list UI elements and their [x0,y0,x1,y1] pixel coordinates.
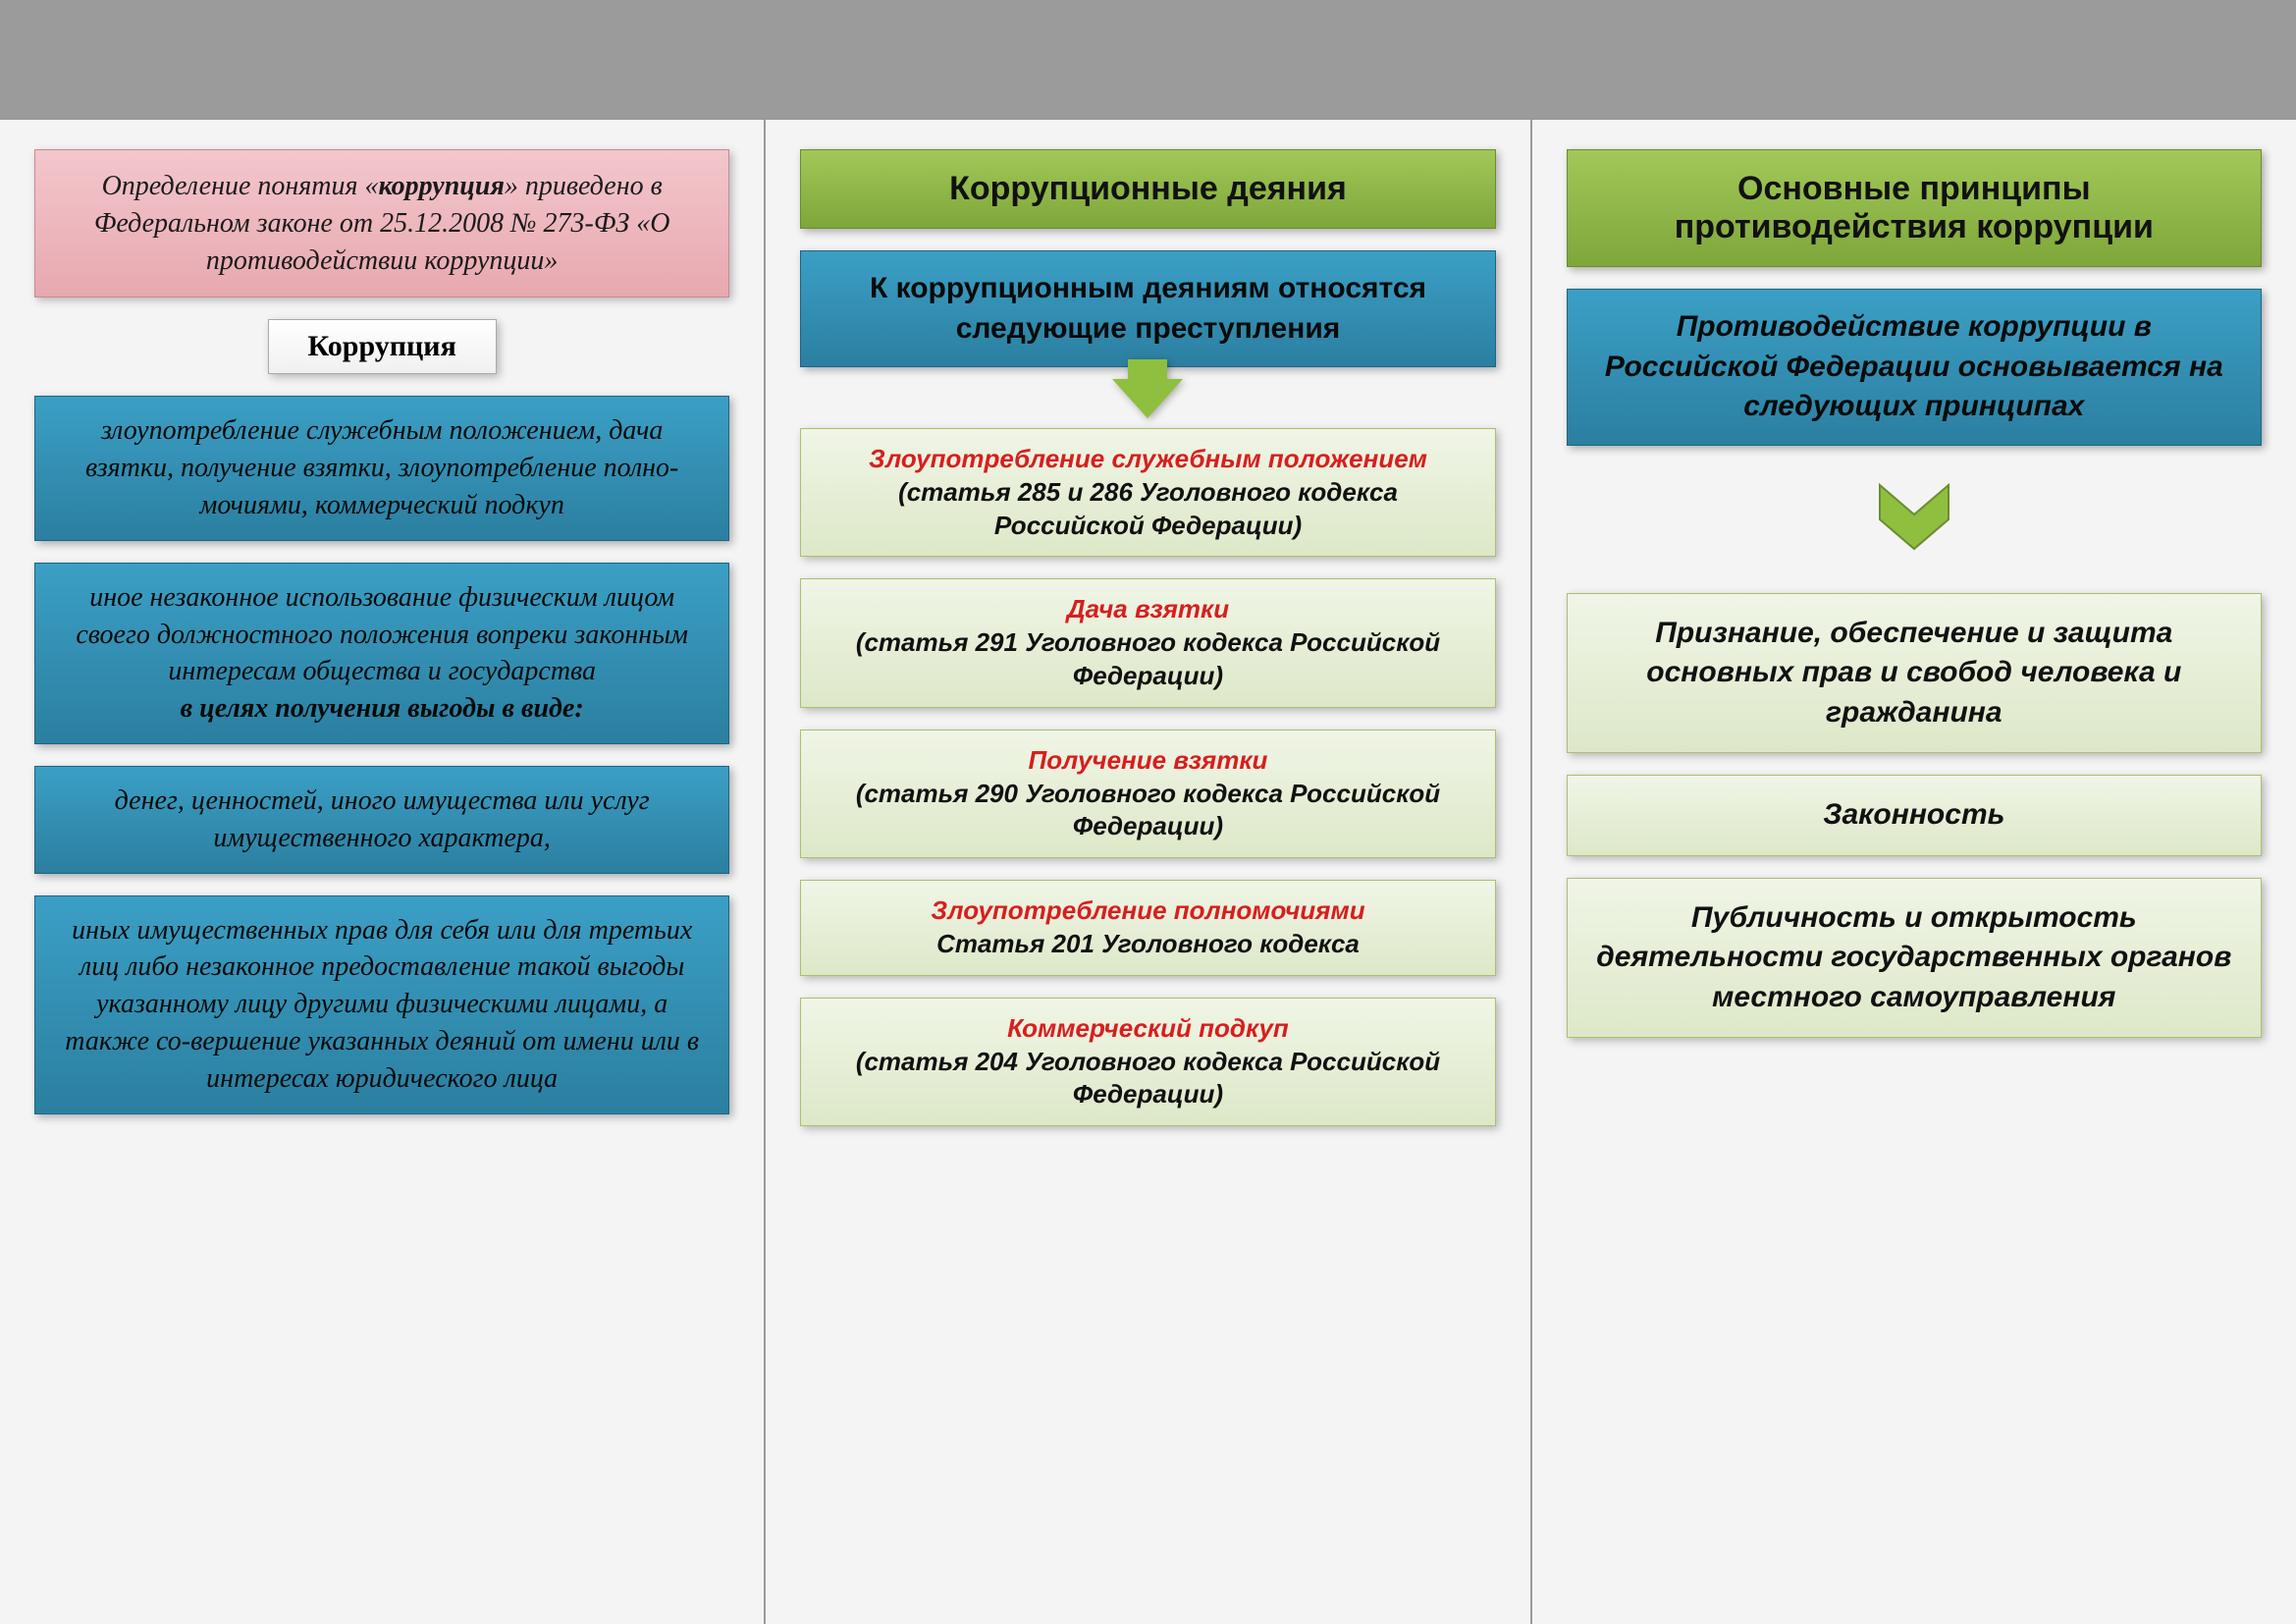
page: Определение понятия «коррупция» приведен… [0,118,2296,1624]
crime-item-3: Злоупотребление полномочиями Статья 201 … [800,880,1495,976]
crime-sub-1: (статья 291 Уголовного кодекса Российско… [856,627,1440,690]
crime-sub-3: Статья 201 Уголовного кодекса [936,929,1360,958]
col2-intro: К коррупционным деяниям относятся следую… [800,250,1495,367]
column-2: Коррупционные деяния К коррупционным дея… [766,120,1531,1624]
crime-title-0: Злоупотребление служебным положением [821,443,1474,476]
definition-box-2: иное незаконное использование физическим… [34,563,729,744]
definition-box-4: иных имущественных прав для себя или для… [34,895,729,1114]
intro-definition-box: Определение понятия «коррупция» приведен… [34,149,729,298]
crime-title-3: Злоупотребление полномочиями [821,894,1474,928]
definition-box-3: денег, ценностей, иного имущества или ус… [34,766,729,874]
crime-item-4: Коммерческий подкуп (статья 204 Уголовно… [800,998,1495,1126]
intro-pre: Определение понятия « [102,171,379,201]
principle-2: Публичность и открытость деятельности го… [1567,878,2262,1039]
definition-box-2a: иное незаконное использование физическим… [76,582,688,687]
crime-item-0: Злоупотребление служебным положением (ст… [800,428,1495,557]
crime-item-1: Дача взятки (статья 291 Уголовного кодек… [800,578,1495,707]
crime-sub-0: (статья 285 и 286 Уголовного кодекса Рос… [898,477,1398,540]
col3-header: Основные принципы противодействия корруп… [1567,149,2262,267]
column-3: Основные принципы противодействия корруп… [1532,120,2296,1624]
definition-box-1: злоупотребление служебным положением, да… [34,396,729,540]
crime-item-2: Получение взятки (статья 290 Уголовного … [800,730,1495,858]
arrow-down-icon [1112,379,1183,418]
principle-0: Признание, обеспечение и защита основных… [1567,593,2262,754]
column-1: Определение понятия «коррупция» приведен… [0,120,766,1624]
crime-title-4: Коммерческий подкуп [821,1012,1474,1046]
crime-sub-4: (статья 204 Уголовного кодекса Российско… [856,1047,1440,1110]
principle-1: Законность [1567,775,2262,856]
col3-intro: Противодействие коррупции в Российской Ф… [1567,289,2262,446]
intro-bold: коррупция [379,171,505,201]
crime-title-2: Получение взятки [821,744,1474,778]
corruption-title: Коррупция [268,319,497,374]
chevron-down-icon [1870,475,1958,564]
crime-sub-2: (статья 290 Уголовного кодекса Российско… [856,779,1440,841]
col2-header: Коррупционные деяния [800,149,1495,229]
crime-title-1: Дача взятки [821,593,1474,626]
definition-box-2b: в целях получения выгоды в виде: [181,693,584,724]
